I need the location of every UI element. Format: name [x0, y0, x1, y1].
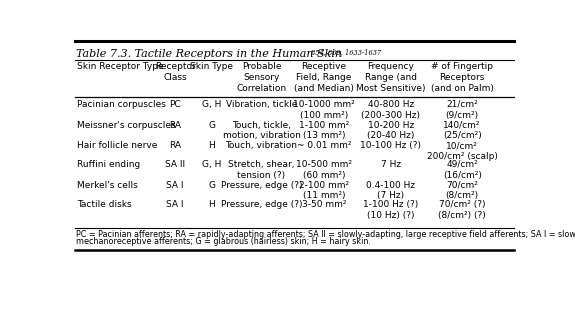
Text: H: H — [208, 141, 215, 151]
Text: Stretch, shear,
tension (?): Stretch, shear, tension (?) — [228, 160, 295, 180]
Text: 7 Hz: 7 Hz — [381, 160, 401, 169]
Text: 140/cm²
(25/cm²): 140/cm² (25/cm²) — [443, 121, 482, 140]
Text: Ruffini ending: Ruffini ending — [77, 160, 140, 169]
Text: H: H — [208, 200, 215, 209]
Text: Table 7.3. Tactile Receptors in the Human Skin: Table 7.3. Tactile Receptors in the Huma… — [76, 49, 342, 59]
Text: G, H: G, H — [202, 100, 221, 109]
Text: mechanoreceptive afferents; G = glabrous (hairless) skin; H = hairy skin.: mechanoreceptive afferents; G = glabrous… — [76, 237, 371, 246]
Text: 10/cm²
200/cm² (scalp): 10/cm² 200/cm² (scalp) — [427, 141, 497, 161]
Text: Skin Type: Skin Type — [190, 62, 233, 71]
Text: Receptor
Class: Receptor Class — [155, 62, 196, 82]
Text: 3-50 mm²: 3-50 mm² — [302, 200, 346, 209]
Text: 1-100 Hz (?)
(10 Hz) (?): 1-100 Hz (?) (10 Hz) (?) — [363, 200, 419, 220]
Text: 10-200 Hz
(20-40 Hz): 10-200 Hz (20-40 Hz) — [367, 121, 415, 140]
Text: 70/cm² (?)
(8/cm²) (?): 70/cm² (?) (8/cm²) (?) — [438, 200, 486, 220]
Text: 49/cm²
(16/cm²): 49/cm² (16/cm²) — [443, 160, 482, 180]
Text: 10-1000 mm²
(100 mm²): 10-1000 mm² (100 mm²) — [293, 100, 355, 120]
Text: 854, 869, 1633-1637: 854, 869, 1633-1637 — [310, 48, 381, 56]
Text: 1-100 mm²
(13 mm²): 1-100 mm² (13 mm²) — [299, 121, 349, 140]
Text: PC = Pacinian afferents; RA = rapidly-adapting afferents; SA II = slowly-adaptin: PC = Pacinian afferents; RA = rapidly-ad… — [76, 230, 575, 239]
Text: Receptive
Field, Range
(and Median): Receptive Field, Range (and Median) — [294, 62, 354, 93]
Text: G: G — [208, 121, 215, 130]
Text: Skin Receptor Type: Skin Receptor Type — [77, 62, 164, 71]
Text: SA II: SA II — [165, 160, 185, 169]
Text: Frequency
Range (and
Most Sensitive): Frequency Range (and Most Sensitive) — [356, 62, 426, 93]
Text: 21/cm²
(9/cm²): 21/cm² (9/cm²) — [446, 100, 479, 120]
Text: G: G — [208, 181, 215, 190]
Text: RA: RA — [169, 141, 181, 151]
Text: Meissner's corpuscles: Meissner's corpuscles — [77, 121, 176, 130]
Text: 40-800 Hz
(200-300 Hz): 40-800 Hz (200-300 Hz) — [362, 100, 420, 120]
Text: # of Fingertip
Receptors
(and on Palm): # of Fingertip Receptors (and on Palm) — [431, 62, 494, 93]
Text: Pressure, edge (?): Pressure, edge (?) — [221, 181, 302, 190]
Text: SA I: SA I — [166, 200, 184, 209]
Text: Touch, tickle,
motion, vibration: Touch, tickle, motion, vibration — [223, 121, 301, 140]
Text: Vibration, tickle: Vibration, tickle — [226, 100, 297, 109]
Text: Tactile disks: Tactile disks — [77, 200, 132, 209]
Text: 10-100 Hz (?): 10-100 Hz (?) — [361, 141, 421, 151]
Text: RA: RA — [169, 121, 181, 130]
Text: Touch, vibration: Touch, vibration — [225, 141, 297, 151]
Text: Pacinian corpuscles: Pacinian corpuscles — [77, 100, 166, 109]
Text: 70/cm²
(8/cm²): 70/cm² (8/cm²) — [446, 181, 479, 200]
Text: Merkel's cells: Merkel's cells — [77, 181, 138, 190]
Text: Pressure, edge (?): Pressure, edge (?) — [221, 200, 302, 209]
Text: 2-100 mm²
(11 mm²): 2-100 mm² (11 mm²) — [299, 181, 349, 200]
Text: 0.4-100 Hz
(7 Hz): 0.4-100 Hz (7 Hz) — [366, 181, 416, 200]
Text: ~ 0.01 mm²: ~ 0.01 mm² — [297, 141, 351, 151]
Text: 10-500 mm²
(60 mm²): 10-500 mm² (60 mm²) — [296, 160, 352, 180]
Text: Probable
Sensory
Correlation: Probable Sensory Correlation — [236, 62, 286, 93]
Text: PC: PC — [169, 100, 181, 109]
Text: SA I: SA I — [166, 181, 184, 190]
Text: G, H: G, H — [202, 160, 221, 169]
Text: Hair follicle nerve: Hair follicle nerve — [77, 141, 158, 151]
